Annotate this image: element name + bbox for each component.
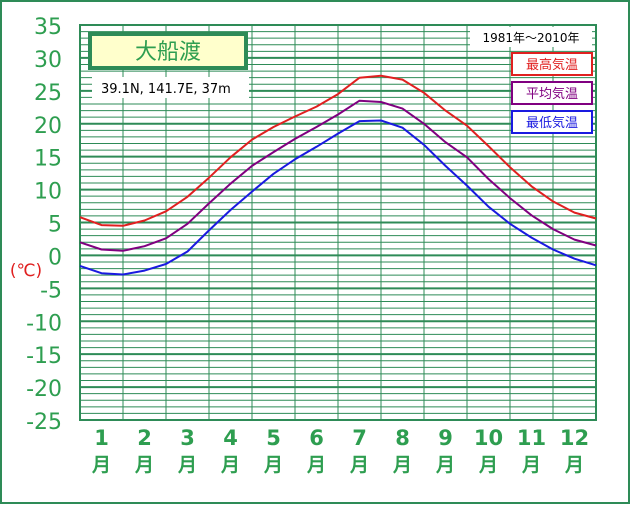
x-tick-suffix: 月 [91,454,111,476]
y-tick-label: -5 [40,278,62,303]
x-tick-suffix: 月 [220,454,240,476]
legend-box-mean [511,81,593,105]
x-tick-suffix: 月 [392,454,412,476]
y-tick-label: 0 [48,245,62,270]
x-tick-label: 3 [180,426,195,450]
x-tick-label: 6 [309,426,324,450]
title-box-bg [92,36,244,66]
x-tick-suffix: 月 [478,454,498,476]
x-tick-suffix: 月 [134,454,154,476]
y-tick-label: 35 [34,15,62,40]
x-tick-suffix: 月 [306,454,326,476]
y-tick-label: -25 [26,410,62,435]
legend-label-min: 最低気温 [526,115,578,131]
y-tick-label: -10 [26,311,62,336]
legend-label-mean: 平均気温 [526,86,578,102]
y-tick-label: 5 [48,213,62,238]
station-title: 大船渡 [135,40,201,65]
x-tick-label: 5 [266,426,281,450]
x-tick-label: 10 [474,426,503,450]
x-tick-labels: 1 月 2 月 3 月 4 月 5 月 6 月 7 月 8 月 9 月 10 月 11 月 12 月 [91,426,589,476]
series-line-min [79,119,597,276]
x-tick-label: 9 [438,426,453,450]
series-line-max [79,74,597,227]
y-tick-labels: 35 30 25 20 15 10 5 0 -5 -10 -15 -20 -25 [26,15,62,435]
legend-label-max: 最高気温 [526,57,578,73]
x-tick-label: 8 [395,426,410,450]
x-tick-suffix: 月 [435,454,455,476]
series-lines [79,74,597,276]
y-tick-label: 20 [34,114,62,139]
y-tick-label: 10 [34,180,62,205]
legend-box-max [511,52,593,76]
x-tick-label: 2 [137,426,152,450]
x-tick-label: 7 [352,426,367,450]
x-tick-suffix: 月 [263,454,283,476]
y-tick-label: 15 [34,147,62,172]
location-text: 39.1N, 141.7E, 37m [101,82,231,97]
x-tick-suffix: 月 [521,454,541,476]
x-tick-label: 4 [223,426,238,450]
period-text: 1981年〜2010年 [482,31,579,45]
y-tick-label: -20 [26,377,62,402]
period-box [470,27,592,47]
y-tick-label: -15 [26,344,62,369]
x-tick-label: 11 [517,426,546,450]
series-line-mean [79,99,597,252]
legend-box-min [511,110,593,134]
title-box: 大船渡 [88,32,248,70]
x-tick-suffix: 月 [177,454,197,476]
x-tick-label: 12 [560,426,589,450]
x-tick-label: 1 [94,426,109,450]
y-tick-label: 30 [34,48,62,73]
x-tick-suffix: 月 [349,454,369,476]
x-tick-suffix: 月 [564,454,584,476]
location-box [92,77,249,98]
y-tick-label: 25 [34,81,62,106]
unit-label: (℃) [10,261,42,281]
